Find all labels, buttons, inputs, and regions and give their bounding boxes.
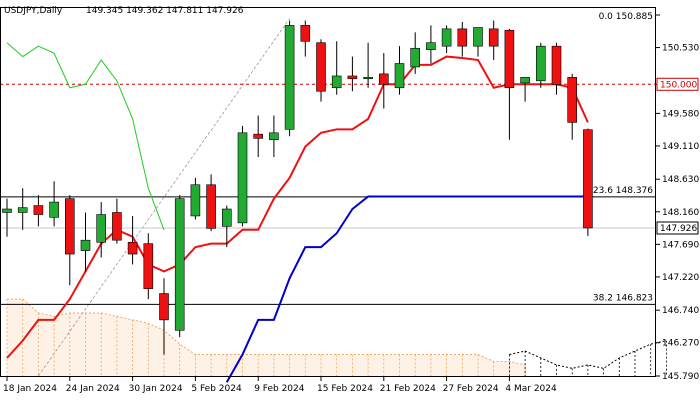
x-tick-label: 18 Jan 2024 [3,384,57,394]
bull-candle[interactable] [269,132,279,141]
bull-candle[interactable] [535,45,546,82]
bear-candle[interactable] [143,243,154,289]
bear-candle[interactable] [159,293,169,321]
y-tick-label: 149.580 [662,109,699,119]
bear-candle[interactable] [127,241,138,255]
x-tick-label: 21 Feb 2024 [380,384,436,394]
y-tick-label: 147.220 [662,273,699,283]
symbol-label: USDJPY,Daily [4,6,63,16]
chart-header: USDJPY,Daily 149.345 149.362 147.811 147… [4,6,244,16]
cloud-edge [7,298,526,366]
cloud-fill [7,299,526,376]
x-tick-label: 9 Feb 2024 [254,384,305,394]
x-tick-label: 4 Mar 2024 [505,384,557,394]
bear-candle[interactable] [112,212,122,241]
bull-candle[interactable] [174,198,185,331]
bear-candle[interactable] [253,133,263,139]
bull-candle[interactable] [394,63,405,89]
bear-candle[interactable] [300,25,311,42]
y-tick-label: 148.630 [662,175,699,185]
plot-frame [0,7,656,377]
y-tick-label: 146.740 [662,306,699,316]
fib-level-label: 0.0 150.885 [599,12,653,22]
bear-candle[interactable] [567,77,578,123]
bear-candle[interactable] [378,73,389,85]
bull-candle[interactable] [237,132,248,224]
price-tag-label: 147.926 [660,224,697,234]
bull-candle[interactable] [49,201,59,218]
bull-candle[interactable] [96,214,106,243]
bull-candle[interactable] [363,77,373,80]
x-tick-label: 27 Feb 2024 [443,384,499,394]
bear-candle[interactable] [504,29,515,89]
bear-candle[interactable] [583,129,593,229]
bull-candle[interactable] [17,207,28,213]
y-tick-label: 149.110 [662,142,699,152]
bear-candle[interactable] [551,45,562,85]
time-axis: 18 Jan 2024 24 Jan 2024 30 Jan 2024 5 Feb 2… [3,377,557,394]
bear-candle[interactable] [347,75,358,80]
bull-candle[interactable] [2,208,12,213]
price-tag-label: 150.000 [660,80,697,90]
bear-candle[interactable] [488,28,499,47]
price-tag-box [656,221,699,235]
bear-candle[interactable] [316,42,326,92]
bear-candle[interactable] [206,184,216,229]
bull-candle[interactable] [331,75,342,89]
y-tick-label: 146.270 [662,339,699,349]
x-tick-label: 15 Feb 2024 [317,384,373,394]
bull-candle[interactable] [410,47,421,68]
bull-candle[interactable] [80,239,91,251]
bull-candle[interactable] [284,25,295,130]
fib-level-label: 38.2 146.823 [593,293,653,303]
y-tick-label: 150.530 [662,44,699,54]
ohlc-readout: 149.345 149.362 147.811 147.926 [86,6,244,16]
x-tick-label: 24 Jan 2024 [66,384,120,394]
kijun-line [225,195,588,383]
candles[interactable] [2,20,593,355]
bull-candle[interactable] [520,77,530,84]
bear-candle[interactable] [33,205,44,215]
bull-candle[interactable] [473,27,483,47]
bull-candle[interactable] [190,184,201,217]
bear-candle[interactable] [457,28,468,47]
y-tick-label: 147.690 [662,240,699,250]
x-tick-label: 5 Feb 2024 [191,384,242,394]
fib-level-label: 23.6 148.376 [593,186,653,196]
chikou-line [6,42,165,230]
y-tick-label: 148.160 [662,208,699,218]
future-cloud-line [509,340,667,369]
y-tick-label: 145.790 [662,372,699,382]
x-tick-label: 30 Jan 2024 [129,384,183,394]
bull-candle[interactable] [426,42,436,50]
bull-candle[interactable] [441,28,452,47]
price-tag-box [656,77,699,91]
bull-candle[interactable] [222,208,232,227]
ichimoku-cloud [6,298,667,376]
price-axis: 150.530 149.580 149.110 148.630 148.160 147.6… [0,7,699,382]
bear-candle[interactable] [65,198,75,255]
labels: 0.0 150.885 23.6 148.376 38.2 146.823 [593,12,653,303]
trend-line [38,18,290,377]
